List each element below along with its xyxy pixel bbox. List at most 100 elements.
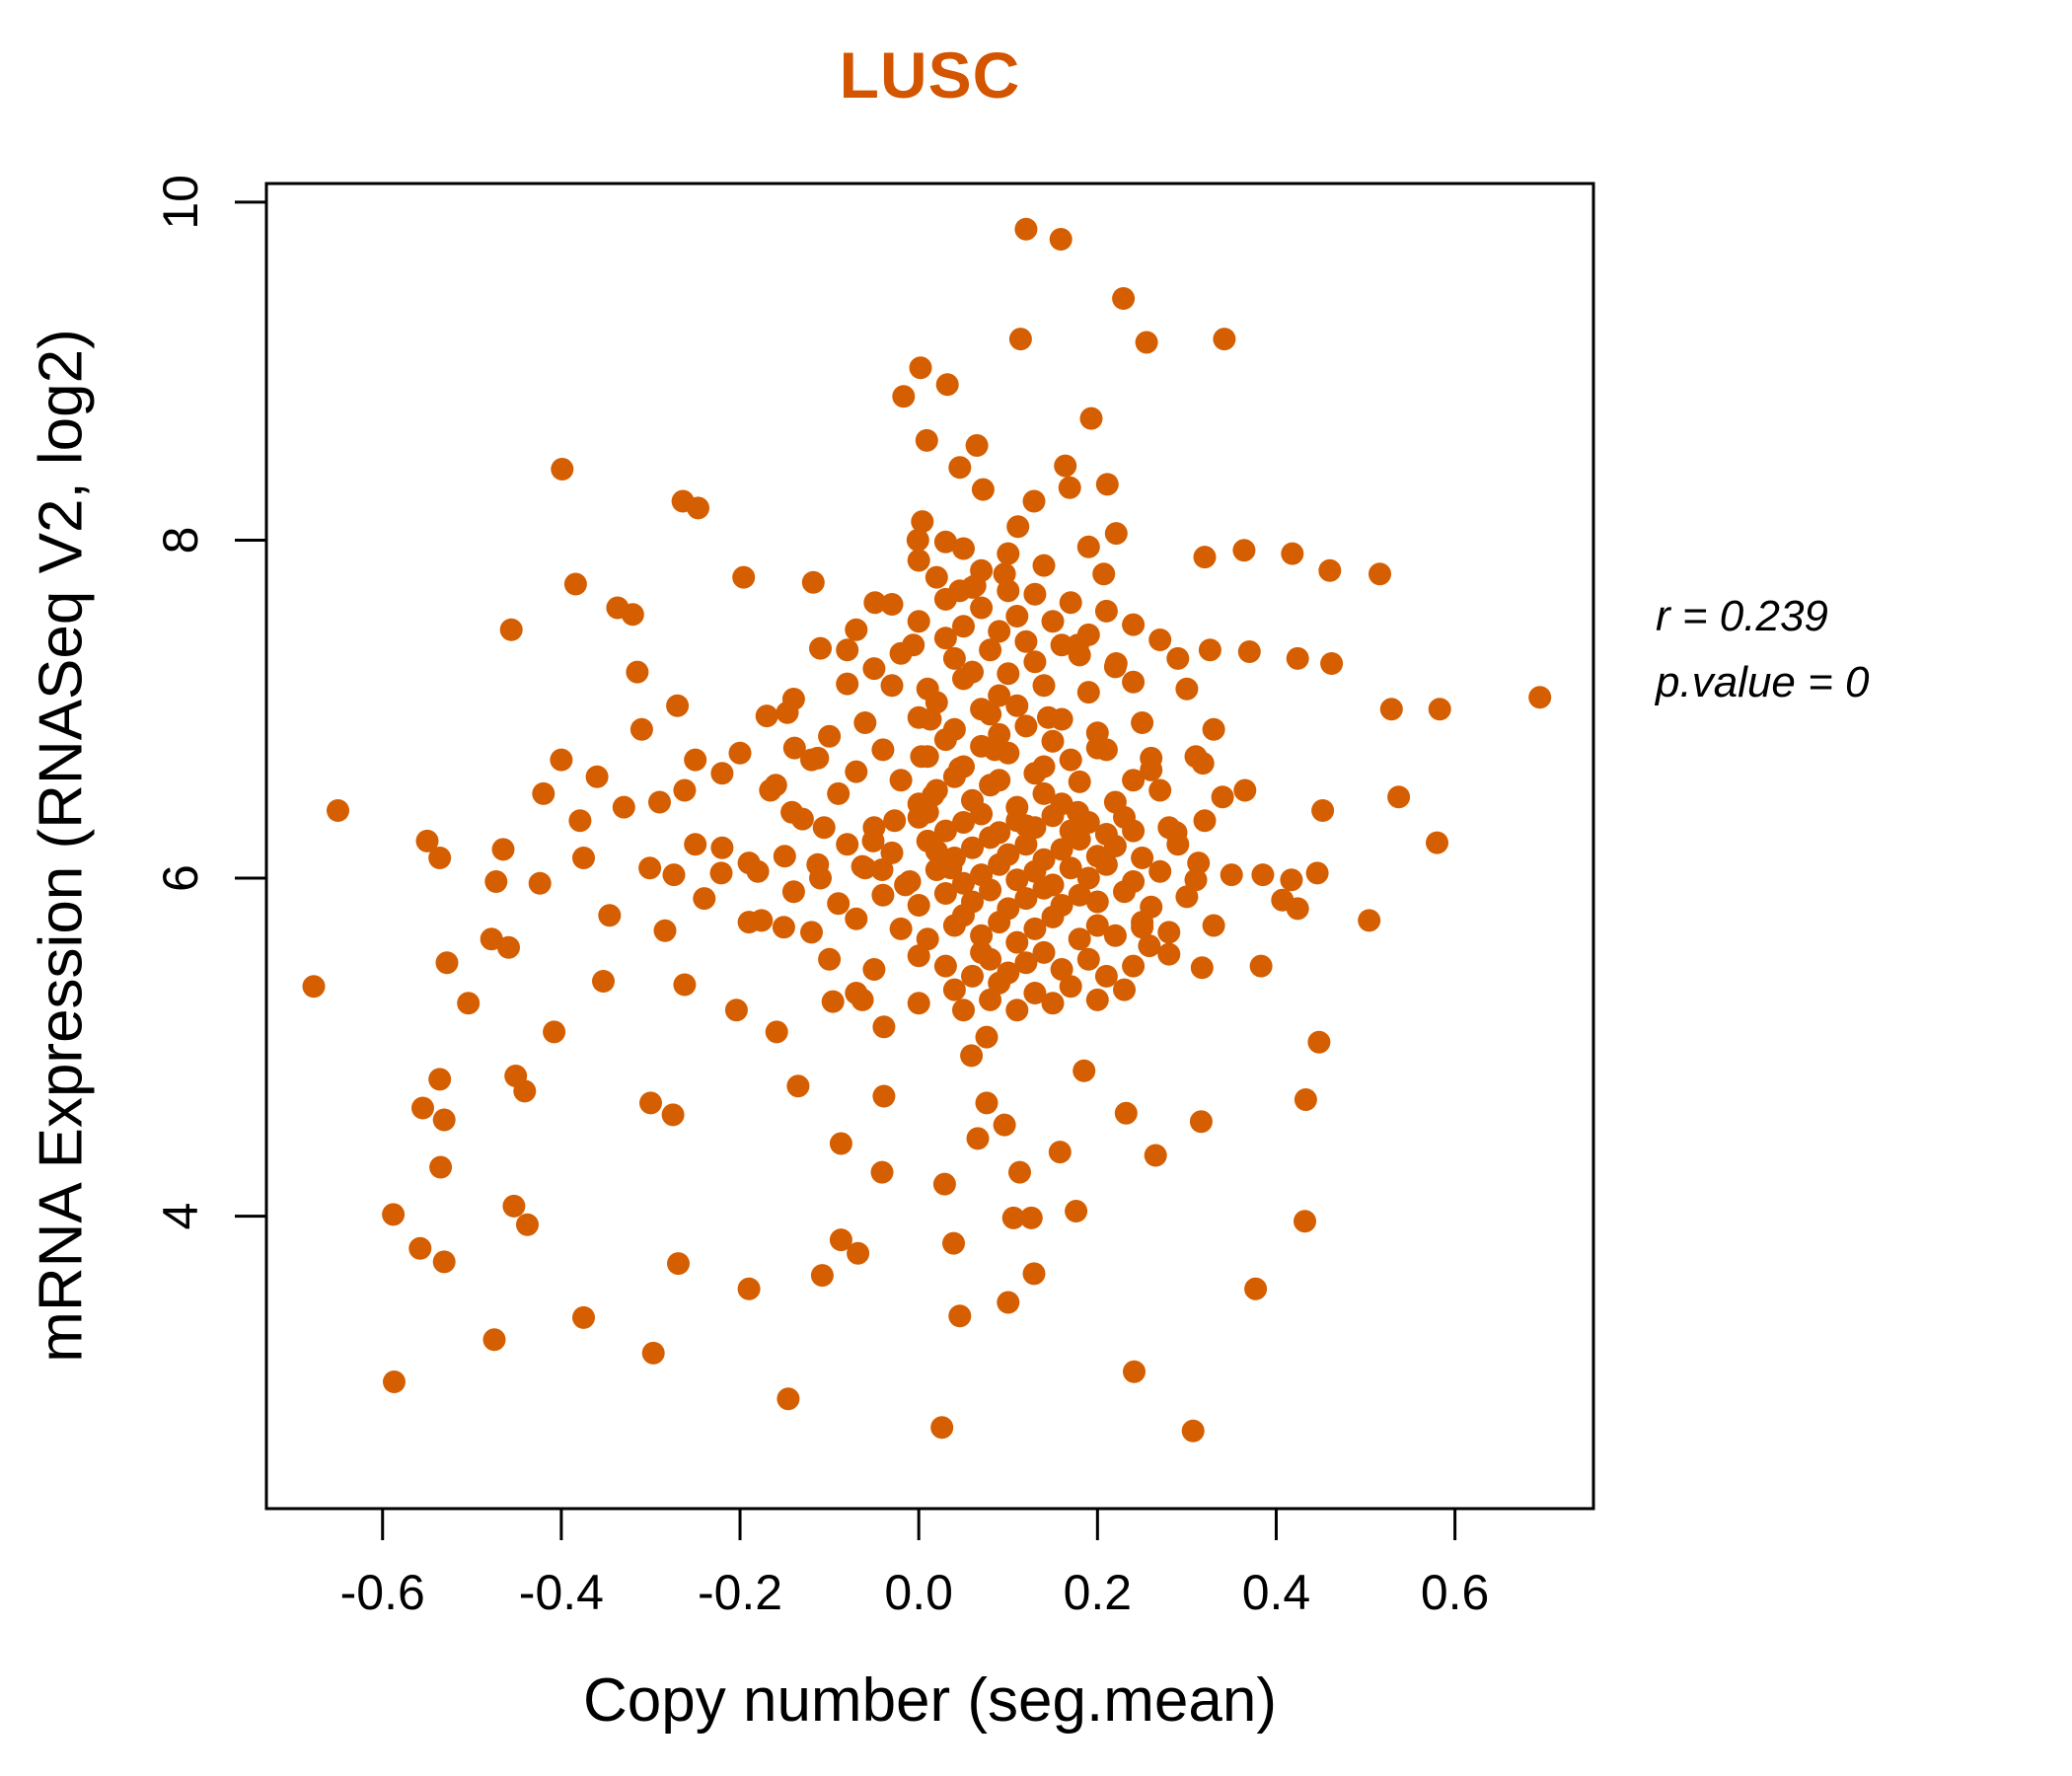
data-point <box>1041 992 1065 1015</box>
data-point <box>732 565 756 589</box>
data-point <box>1237 640 1261 663</box>
data-point <box>737 911 761 934</box>
data-point <box>1181 1419 1205 1443</box>
data-point <box>948 1304 972 1328</box>
data-point <box>925 858 948 881</box>
data-point <box>765 1020 788 1044</box>
data-point <box>1023 582 1047 606</box>
data-point <box>1023 816 1047 840</box>
data-point <box>810 1264 834 1288</box>
data-point <box>411 1096 434 1120</box>
data-point <box>872 1015 896 1039</box>
data-point <box>836 638 859 662</box>
data-point <box>997 579 1020 603</box>
data-point <box>1379 698 1403 721</box>
data-point <box>916 745 939 769</box>
data-point <box>862 816 886 840</box>
data-point <box>1001 1206 1025 1229</box>
data-point <box>821 990 845 1013</box>
data-point <box>948 456 972 480</box>
data-point <box>1068 828 1091 851</box>
data-point <box>781 880 805 904</box>
page-title: LUSC <box>839 38 1021 111</box>
data-point <box>907 549 930 572</box>
data-point <box>1358 909 1381 932</box>
data-point <box>975 1025 999 1049</box>
data-point <box>818 947 842 971</box>
data-point <box>1085 914 1109 937</box>
data-point <box>988 971 1011 995</box>
data-point <box>1528 686 1552 709</box>
data-point <box>1019 1206 1043 1229</box>
data-point <box>925 691 948 714</box>
data-point <box>1032 554 1056 577</box>
data-point <box>970 924 994 947</box>
y-tick-label: 6 <box>153 864 208 892</box>
data-point <box>862 958 886 981</box>
data-point <box>484 870 508 893</box>
data-point <box>428 1068 452 1091</box>
data-point <box>626 660 649 684</box>
data-point <box>1059 591 1082 615</box>
data-point <box>925 840 948 863</box>
data-point <box>1148 629 1172 651</box>
data-point <box>1059 975 1082 999</box>
data-point <box>916 800 939 824</box>
data-point <box>773 845 796 868</box>
data-point <box>1005 605 1029 628</box>
data-point <box>997 1291 1020 1314</box>
data-point <box>800 921 823 944</box>
data-point <box>942 847 966 869</box>
data-point <box>970 558 994 582</box>
data-point <box>952 904 975 927</box>
data-point <box>1008 1160 1031 1184</box>
data-point <box>709 861 733 885</box>
data-point <box>1103 924 1127 947</box>
data-point <box>724 999 748 1022</box>
data-point <box>1320 652 1344 675</box>
data-point <box>568 809 592 833</box>
data-point <box>1049 228 1073 251</box>
data-point <box>862 657 886 681</box>
data-point <box>988 722 1011 746</box>
data-point <box>871 883 895 907</box>
data-point <box>906 528 929 552</box>
data-point <box>997 542 1020 565</box>
data-point <box>661 1103 685 1127</box>
data-point <box>889 641 913 665</box>
data-point <box>970 802 994 826</box>
data-point <box>1187 851 1211 875</box>
data-point <box>933 882 957 905</box>
plot-box <box>264 182 1595 1511</box>
correlation-annotation: r = 0.239 p.value = 0 <box>1656 584 1870 716</box>
data-point <box>1131 847 1154 869</box>
data-point <box>800 748 823 772</box>
data-point <box>883 809 907 833</box>
data-point <box>1426 831 1448 854</box>
data-point <box>1032 940 1056 964</box>
data-point <box>1103 655 1127 679</box>
data-point <box>1112 287 1136 310</box>
data-point <box>809 636 832 660</box>
data-point <box>1184 868 1208 892</box>
data-point <box>952 871 975 895</box>
data-point <box>935 373 959 397</box>
data-point <box>502 1194 526 1218</box>
data-point <box>1065 1200 1088 1222</box>
data-point <box>1249 954 1273 978</box>
data-point <box>1041 804 1065 828</box>
data-point <box>772 916 795 939</box>
data-point <box>737 1277 761 1300</box>
data-point <box>988 620 1011 643</box>
data-point <box>988 911 1011 934</box>
data-point <box>880 841 904 864</box>
data-point <box>1076 535 1100 558</box>
data-point <box>1068 927 1091 951</box>
data-point <box>952 999 975 1022</box>
data-point <box>966 1127 990 1150</box>
data-point <box>1369 562 1391 586</box>
data-point <box>1157 921 1181 944</box>
data-point <box>1122 954 1146 978</box>
data-point <box>845 618 868 641</box>
data-point <box>988 852 1011 876</box>
